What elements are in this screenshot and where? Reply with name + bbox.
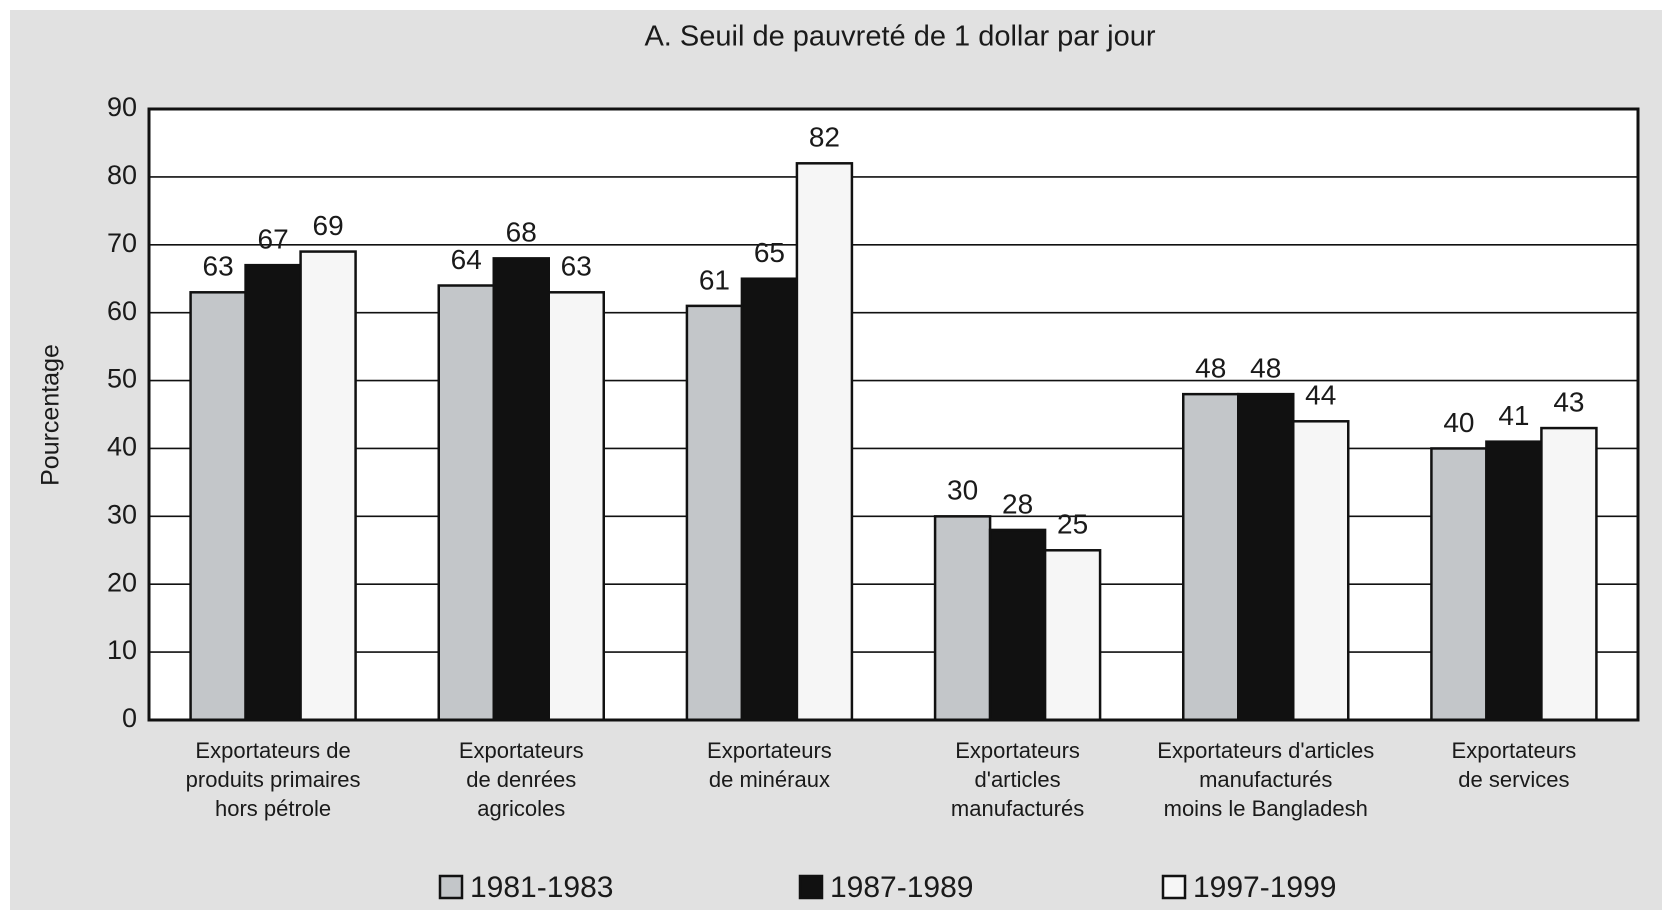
chart-title: A. Seuil de pauvreté de 1 dollar par jou… [644, 21, 1155, 53]
x-tick-label: Exportateurs [955, 738, 1080, 763]
x-tick-label: Exportateurs d'articles [1157, 738, 1374, 763]
legend-swatch [1161, 874, 1187, 900]
y-tick-label: 10 [107, 635, 137, 665]
data-label: 63 [203, 251, 234, 282]
data-label: 48 [1250, 353, 1281, 384]
x-tick-label: de denrées [466, 767, 576, 792]
data-label: 40 [1443, 407, 1474, 438]
bar [988, 528, 1047, 722]
x-tick-label: moins le Bangladesh [1164, 796, 1368, 821]
data-label: 61 [699, 264, 730, 295]
bar [795, 162, 854, 722]
data-label: 63 [561, 251, 592, 282]
x-tick-label: de minéraux [709, 767, 830, 792]
data-label: 64 [451, 244, 482, 275]
legend-label: 1981-1983 [470, 871, 613, 904]
x-tick-label: manufacturés [1199, 767, 1332, 792]
bar [1485, 440, 1543, 722]
data-label: 30 [947, 475, 978, 506]
x-tick-label: d'articles [975, 767, 1061, 792]
y-tick-label: 90 [107, 92, 137, 122]
data-label: 65 [754, 237, 785, 268]
data-label: 43 [1553, 386, 1584, 417]
bar [244, 263, 302, 722]
y-tick-label: 50 [107, 364, 137, 394]
legend-label: 1987-1989 [830, 871, 973, 904]
x-tick-label: Exportateurs [459, 738, 584, 763]
x-tick-label: Exportateurs [1452, 738, 1577, 763]
data-label: 25 [1057, 509, 1088, 540]
bar [547, 291, 605, 722]
bar [933, 515, 992, 722]
bar [1430, 447, 1488, 722]
x-tick-label: agricoles [477, 796, 565, 821]
legend-swatch [798, 874, 824, 900]
y-tick-label: 70 [107, 228, 137, 258]
x-tick-label: de services [1458, 767, 1569, 792]
bar [437, 284, 495, 722]
plot-background [149, 109, 1638, 720]
bar [1292, 420, 1350, 722]
data-label: 67 [258, 224, 289, 255]
data-label: 28 [1002, 488, 1033, 519]
bar [189, 291, 247, 722]
bar [685, 304, 744, 722]
x-tick-label: produits primaires [186, 767, 361, 792]
data-label: 82 [809, 122, 840, 153]
y-tick-label: 30 [107, 499, 137, 529]
y-axis-label: Pourcentage [37, 344, 65, 486]
y-tick-label: 20 [107, 567, 137, 597]
legend-label: 1997-1999 [1193, 871, 1336, 904]
x-tick-label: hors pétrole [215, 796, 331, 821]
bar [299, 250, 357, 722]
legend-swatch [438, 874, 464, 900]
bar [1043, 549, 1102, 722]
data-label: 48 [1195, 353, 1226, 384]
x-tick-label: Exportateurs de [195, 738, 350, 763]
plot-frame [147, 107, 1640, 722]
bar [1182, 392, 1240, 722]
bar [492, 257, 550, 722]
bar [740, 277, 799, 722]
x-tick-label: manufacturés [951, 796, 1084, 821]
y-tick-label: 80 [107, 160, 137, 190]
y-tick-label: 0 [122, 703, 137, 733]
bar [1540, 426, 1598, 722]
x-tick-label: Exportateurs [707, 738, 832, 763]
y-tick-label: 40 [107, 432, 137, 462]
data-label: 69 [313, 210, 344, 241]
bar [1237, 392, 1295, 722]
data-label: 41 [1498, 400, 1529, 431]
data-label: 68 [506, 217, 537, 248]
y-tick-label: 60 [107, 296, 137, 326]
data-label: 44 [1305, 380, 1336, 411]
